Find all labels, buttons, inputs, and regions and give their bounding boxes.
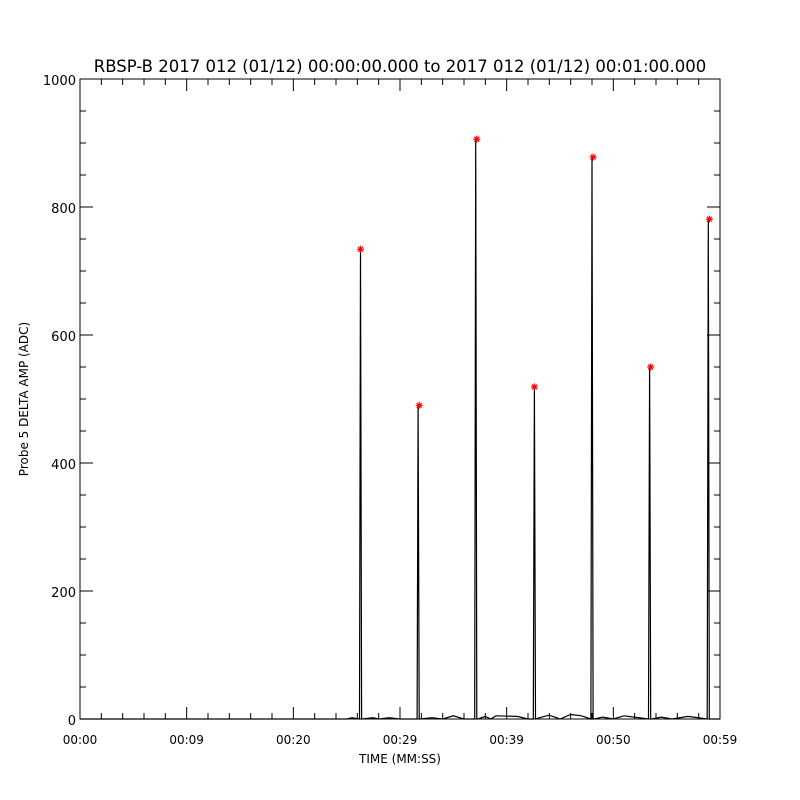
peak-markers (357, 135, 713, 409)
y-tick-labels: 0 200 400 600 800 1000 (43, 74, 76, 729)
x-tick-label: 00:39 (489, 733, 524, 747)
plot-frame (79, 78, 721, 720)
peak-marker (473, 135, 481, 143)
x-tick-label: 00:20 (276, 733, 311, 747)
peak-marker-stroke (473, 136, 480, 143)
peak-marker (589, 153, 597, 161)
y-tick-label: 1000 (43, 74, 76, 89)
x-axis-label: TIME (MM:SS) (358, 752, 441, 766)
x-tick-label: 00:59 (703, 733, 738, 747)
peak-marker (357, 245, 365, 253)
y-tick-label: 400 (51, 458, 76, 473)
series-group (80, 139, 720, 720)
y-tick-label: 0 (68, 714, 76, 729)
y-tick-label: 200 (51, 586, 76, 601)
peak-marker (530, 383, 538, 391)
x-tick-label: 00:09 (169, 733, 204, 747)
peak-marker (415, 401, 423, 409)
peak-marker-stroke (590, 154, 596, 160)
series-line (80, 139, 720, 720)
y-tick-label: 800 (51, 202, 76, 217)
peak-marker-stroke (706, 216, 713, 223)
y-axis-label: Probe 5 DELTA AMP (ADC) (17, 322, 31, 476)
peak-marker (647, 363, 655, 371)
x-tick-label: 00:29 (383, 733, 418, 747)
y-tick-label: 600 (51, 330, 76, 345)
x-tick-label: 00:50 (596, 733, 631, 747)
axis-ticks (79, 78, 721, 720)
peak-marker-stroke (647, 364, 654, 370)
peak-marker-stroke (357, 246, 364, 253)
peak-marker (705, 215, 713, 223)
peak-marker-stroke (531, 383, 538, 390)
peak-marker-stroke (416, 402, 423, 409)
x-tick-label: 00:00 (63, 733, 98, 747)
chart-title: RBSP-B 2017 012 (01/12) 00:00:00.000 to … (94, 57, 707, 76)
x-tick-labels: 00:00 00:09 00:20 00:29 00:39 00:50 00:59 (63, 733, 738, 747)
